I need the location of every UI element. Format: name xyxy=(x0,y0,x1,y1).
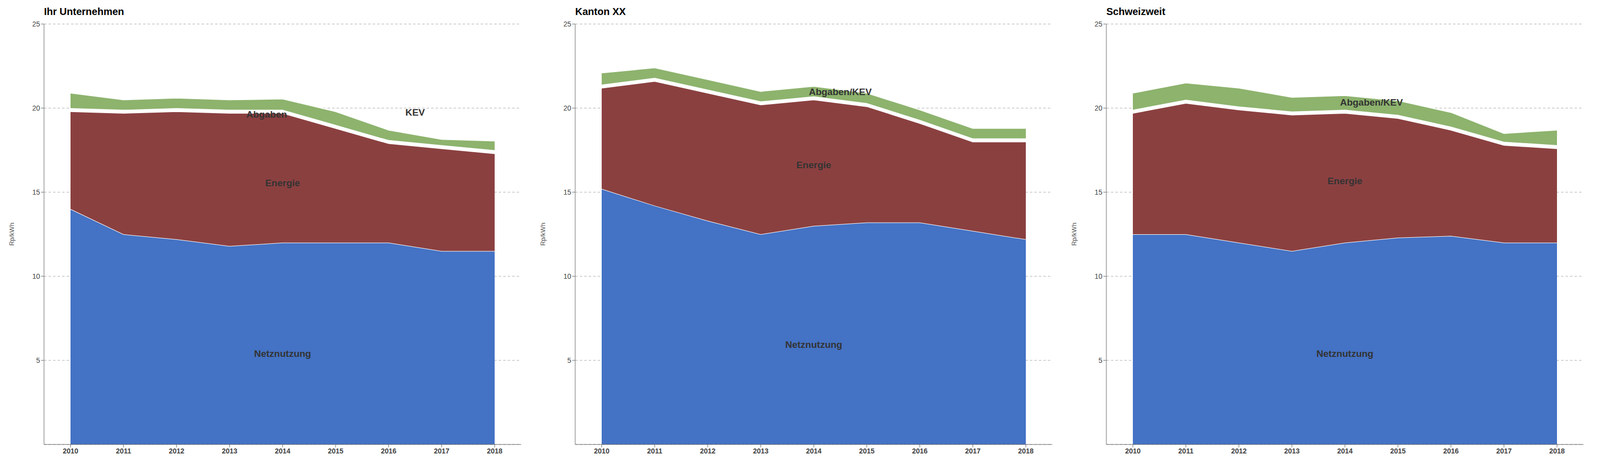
svg-text:2016: 2016 xyxy=(1442,446,1459,455)
svg-text:Netznutzung: Netznutzung xyxy=(1316,348,1374,359)
svg-text:10: 10 xyxy=(1094,272,1103,281)
svg-text:Rp/kWh: Rp/kWh xyxy=(1070,222,1078,246)
html-text:Ihr Unternehmen: Ihr Unternehmen xyxy=(44,6,125,18)
svg-text:2014: 2014 xyxy=(274,446,291,455)
svg-text:2017: 2017 xyxy=(964,446,981,455)
svg-text:2011: 2011 xyxy=(1178,446,1194,455)
svg-text:Netznutzung: Netznutzung xyxy=(254,348,312,359)
svg-text:2010: 2010 xyxy=(1124,446,1141,455)
svg-text:Energie: Energie xyxy=(265,177,301,189)
svg-text:Energie: Energie xyxy=(796,159,832,171)
svg-text:2012: 2012 xyxy=(699,446,716,455)
svg-text:5: 5 xyxy=(567,356,572,365)
svg-text:2012: 2012 xyxy=(1230,446,1247,455)
svg-text:2016: 2016 xyxy=(380,446,397,455)
svg-text:25: 25 xyxy=(1094,20,1103,29)
svg-text:2014: 2014 xyxy=(805,446,822,455)
svg-text:Rp/kWh: Rp/kWh xyxy=(8,222,16,246)
svg-text:20: 20 xyxy=(563,104,572,113)
svg-text:2018: 2018 xyxy=(486,446,503,455)
svg-text:2011: 2011 xyxy=(116,446,132,455)
svg-text:2010: 2010 xyxy=(62,446,79,455)
svg-text:2015: 2015 xyxy=(858,446,875,455)
svg-text:Abgaben/KEV: Abgaben/KEV xyxy=(808,86,872,98)
svg-text:15: 15 xyxy=(1094,188,1103,197)
svg-text:2015: 2015 xyxy=(327,446,344,455)
svg-text:2013: 2013 xyxy=(1283,446,1300,455)
svg-text:5: 5 xyxy=(36,356,41,365)
svg-text:Abgaben/KEV: Abgaben/KEV xyxy=(1339,97,1403,108)
svg-text:5: 5 xyxy=(1098,356,1103,365)
svg-text:2011: 2011 xyxy=(647,446,663,455)
svg-text:Abgaben: Abgaben xyxy=(246,109,288,120)
html-text:Schweizweit: Schweizweit xyxy=(1106,6,1166,18)
svg-text:KEV: KEV xyxy=(405,107,425,118)
html-text:Kanton XX: Kanton XX xyxy=(575,6,626,18)
svg-text:2018: 2018 xyxy=(1548,446,1565,455)
svg-text:2010: 2010 xyxy=(593,446,610,455)
svg-text:Rp/kWh: Rp/kWh xyxy=(539,222,547,246)
svg-text:2018: 2018 xyxy=(1017,446,1034,455)
svg-text:2014: 2014 xyxy=(1336,446,1353,455)
svg-text:2013: 2013 xyxy=(221,446,238,455)
svg-text:25: 25 xyxy=(563,20,572,29)
svg-text:15: 15 xyxy=(32,188,41,197)
svg-text:2016: 2016 xyxy=(911,446,928,455)
svg-text:2013: 2013 xyxy=(752,446,769,455)
svg-text:2017: 2017 xyxy=(433,446,450,455)
svg-text:20: 20 xyxy=(1094,104,1103,113)
svg-text:2012: 2012 xyxy=(168,446,185,455)
svg-text:2017: 2017 xyxy=(1495,446,1512,455)
svg-text:Netznutzung: Netznutzung xyxy=(785,339,843,350)
svg-text:Energie: Energie xyxy=(1327,175,1363,187)
svg-text:10: 10 xyxy=(32,272,41,281)
svg-text:2015: 2015 xyxy=(1389,446,1406,455)
svg-text:15: 15 xyxy=(563,188,572,197)
svg-text:20: 20 xyxy=(32,104,41,113)
svg-text:10: 10 xyxy=(563,272,572,281)
svg-text:25: 25 xyxy=(32,20,41,29)
